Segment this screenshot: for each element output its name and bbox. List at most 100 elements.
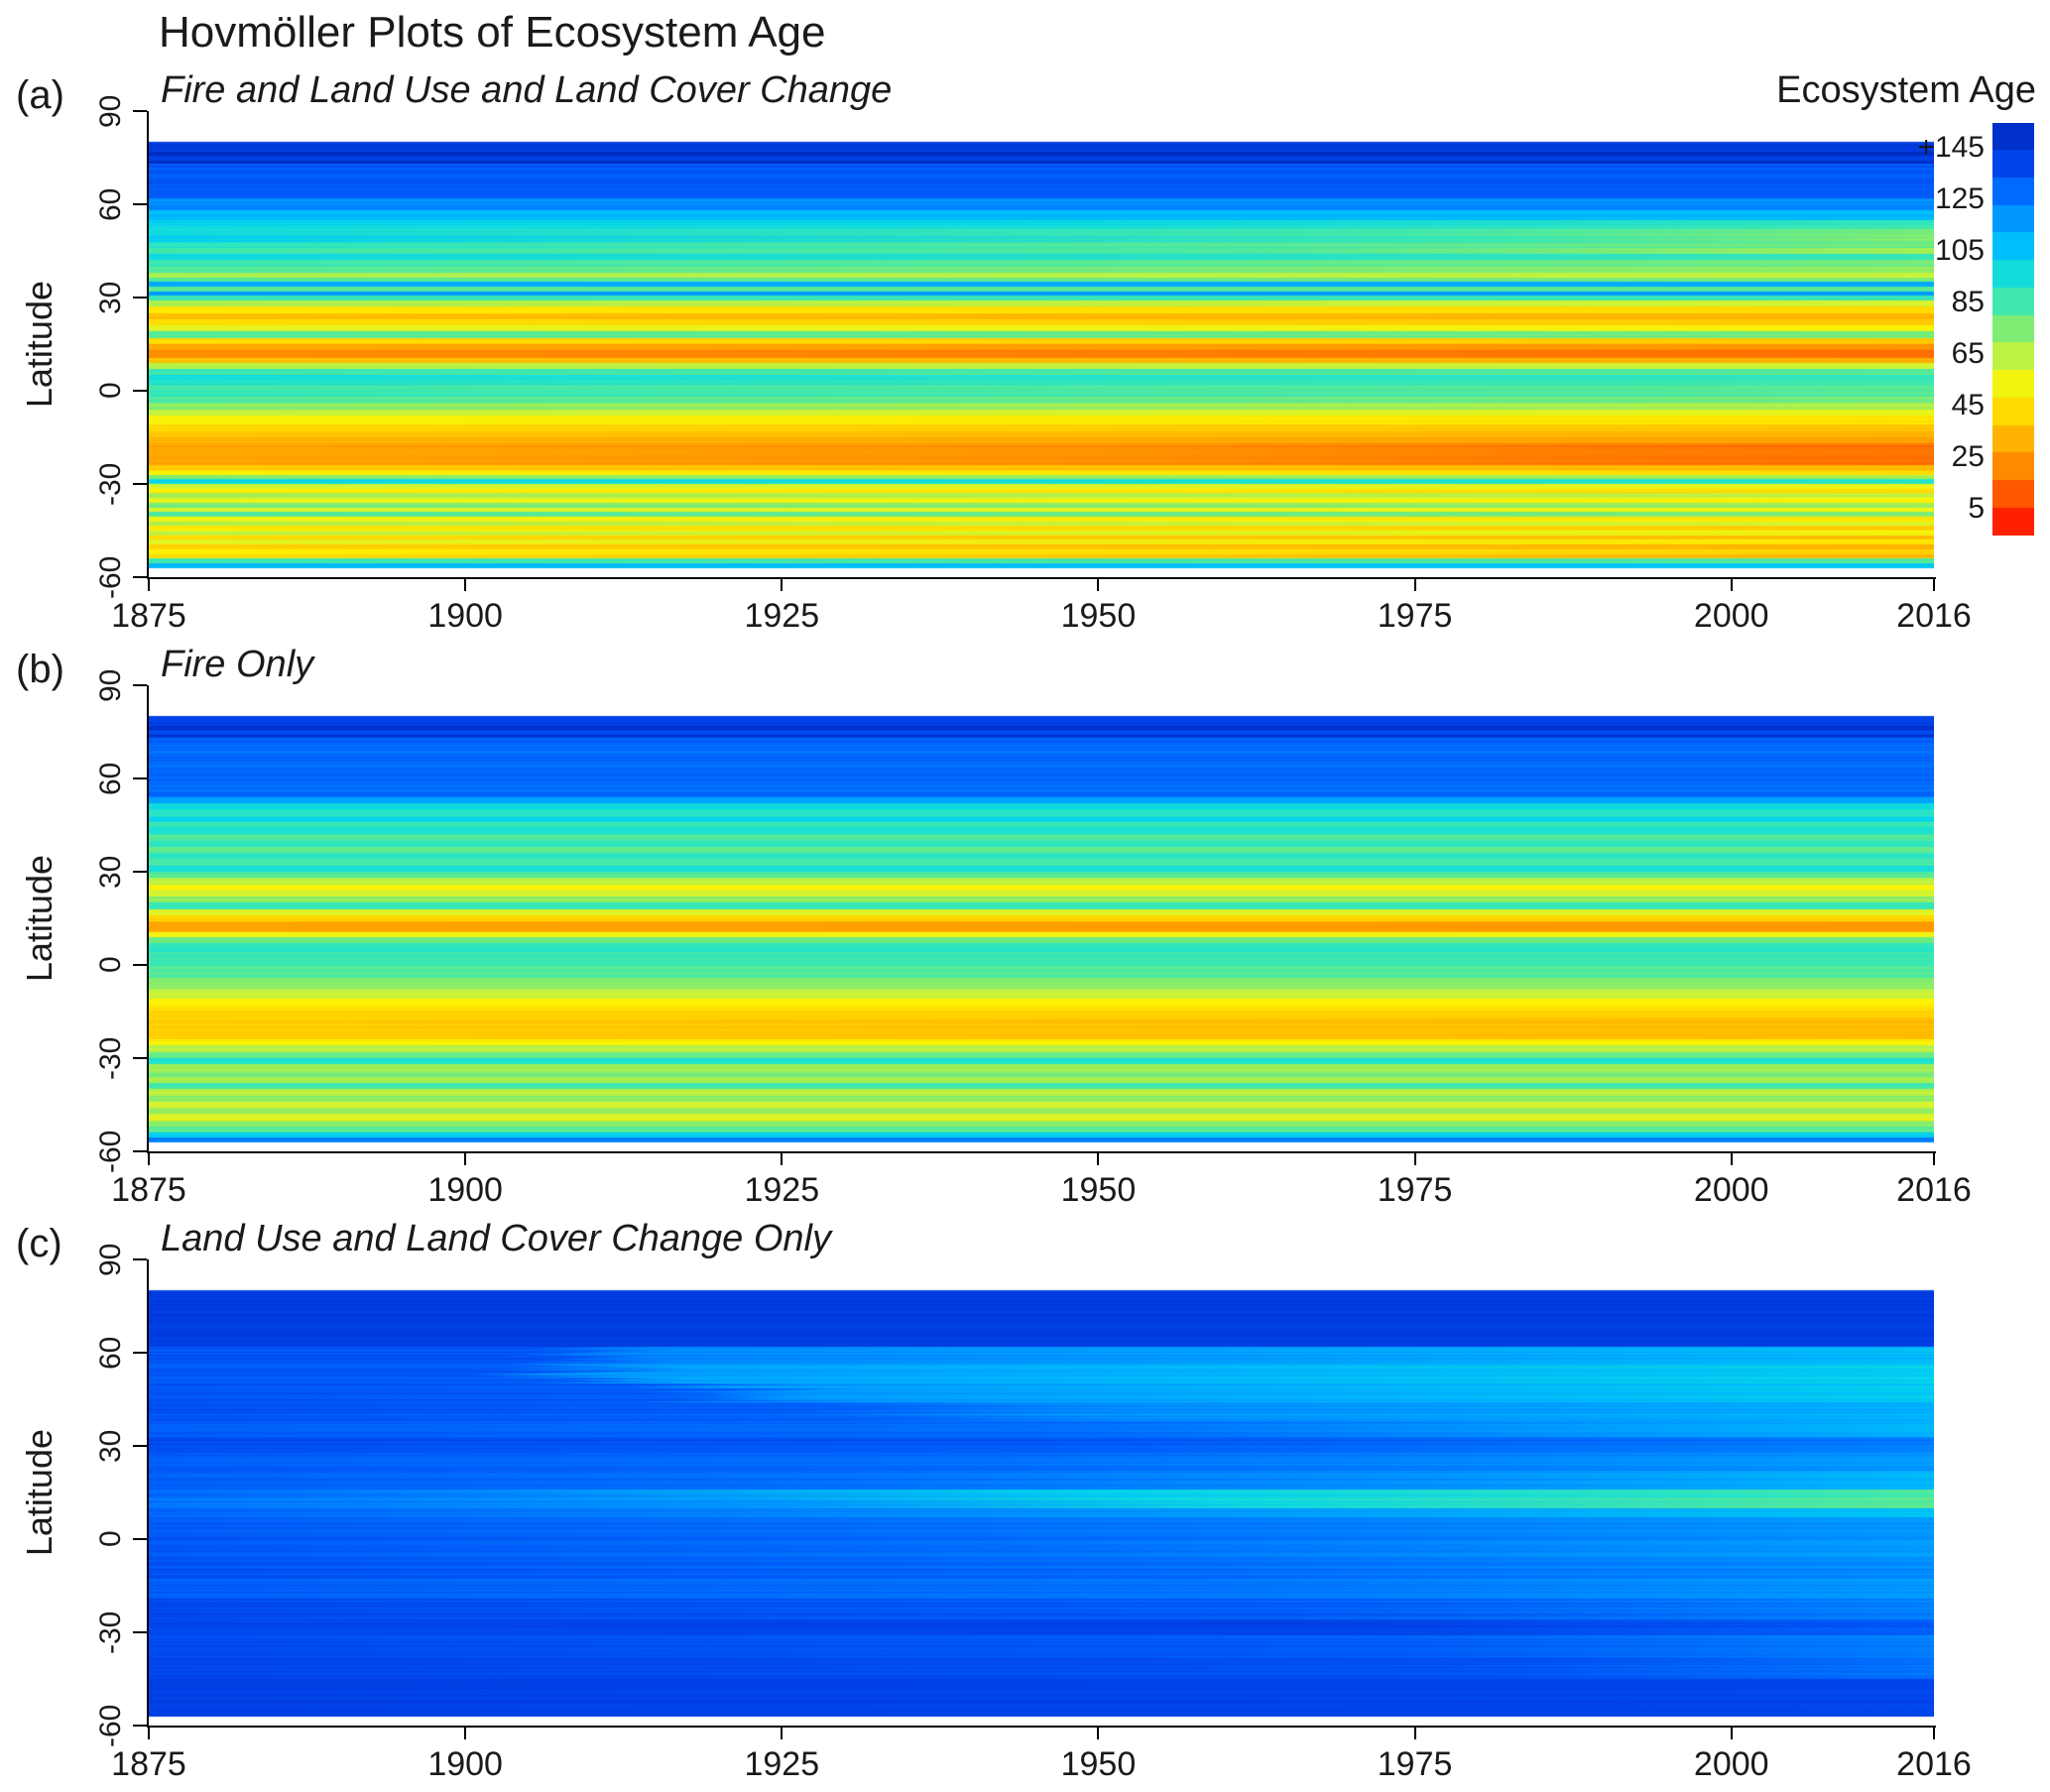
panel-a-title: Fire and Land Use and Land Cover Change	[161, 69, 893, 111]
y-tick-label: 90	[94, 1243, 127, 1276]
colorbar-title: Ecosystem Age	[1776, 69, 2036, 111]
y-tick-mark	[133, 1150, 147, 1152]
y-tick-label: 90	[94, 668, 127, 702]
x-tick-mark	[464, 579, 467, 591]
y-tick-mark	[133, 1258, 147, 1260]
x-tick-mark	[1933, 579, 1935, 591]
panel-b-x-axis-line	[147, 1151, 1936, 1153]
y-tick-label: 30	[94, 1429, 127, 1463]
panel-c: (c) Land Use and Land Cover Change Only …	[0, 1218, 2050, 1792]
y-tick-mark	[133, 1057, 147, 1059]
x-tick-mark	[1730, 1153, 1733, 1165]
colorbar-tick-label: 5	[1968, 492, 1985, 525]
x-tick-mark	[1097, 1153, 1100, 1165]
y-tick-mark	[133, 110, 147, 112]
panel-a: (a) Fire and Land Use and Land Cover Cha…	[0, 69, 2050, 644]
panel-c-label: (c)	[16, 1222, 62, 1265]
x-tick-mark	[148, 1153, 150, 1165]
x-tick-mark	[1730, 579, 1733, 591]
y-tick-label: 0	[94, 956, 127, 974]
x-tick-label: 2016	[1896, 597, 1972, 635]
figure-title: Hovmöller Plots of Ecosystem Age	[159, 8, 826, 57]
panel-c-y-axis-line	[147, 1259, 149, 1728]
x-tick-label: 1900	[427, 1745, 503, 1783]
x-tick-label: 1900	[427, 597, 503, 635]
y-tick-mark	[133, 390, 147, 392]
panel-a-label: (a)	[16, 73, 64, 117]
x-tick-mark	[1097, 1728, 1100, 1739]
x-tick-mark	[781, 1153, 784, 1165]
x-tick-label: 1975	[1377, 1171, 1453, 1209]
y-tick-mark	[133, 1538, 147, 1540]
x-tick-label: 1875	[111, 1171, 186, 1209]
y-tick-mark	[133, 964, 147, 966]
y-axis-label: Latitude	[19, 280, 60, 409]
panel-b-title: Fire Only	[161, 644, 314, 685]
panel-a-heatmap	[149, 111, 1934, 577]
x-tick-label: 1925	[744, 597, 820, 635]
colorbar-tick-label: 45	[1951, 389, 1985, 421]
y-tick-label: 0	[94, 382, 127, 400]
y-tick-label: 30	[94, 281, 127, 314]
x-tick-label: 2016	[1896, 1745, 1972, 1783]
x-tick-label: 1950	[1060, 1745, 1137, 1783]
x-tick-label: 2000	[1693, 1745, 1769, 1783]
panel-b-y-axis-line	[147, 685, 149, 1153]
x-tick-mark	[1933, 1728, 1935, 1739]
y-tick-mark	[133, 1352, 147, 1354]
colorbar-tick-label: 65	[1951, 337, 1985, 370]
x-tick-mark	[1730, 1728, 1733, 1739]
y-tick-mark	[133, 203, 147, 205]
y-tick-label: -30	[94, 1036, 127, 1080]
y-tick-label: -30	[94, 1611, 127, 1654]
y-tick-label: 30	[94, 855, 127, 889]
y-tick-label: -30	[94, 462, 127, 506]
colorbar-tick-label: 25	[1951, 440, 1985, 473]
y-tick-mark	[133, 1725, 147, 1727]
y-axis-label-wrap: Latitude	[18, 1259, 61, 1726]
panel-b-label: (b)	[16, 648, 64, 691]
colorbar-tick-label: +145	[1917, 131, 1985, 164]
panel-b-heatmap	[149, 685, 1934, 1151]
x-tick-label: 1950	[1060, 597, 1137, 635]
y-tick-label: 60	[94, 187, 127, 221]
x-tick-mark	[781, 1728, 784, 1739]
panel-a-y-axis-line	[147, 111, 149, 579]
x-tick-label: 1900	[427, 1171, 503, 1209]
x-tick-mark	[464, 1153, 467, 1165]
y-axis-label-wrap: Latitude	[18, 111, 61, 577]
y-axis-label: Latitude	[19, 854, 60, 983]
y-tick-mark	[133, 1445, 147, 1447]
x-tick-mark	[1413, 1153, 1416, 1165]
y-tick-mark	[133, 1631, 147, 1633]
y-tick-mark	[133, 483, 147, 485]
x-tick-mark	[1413, 1728, 1416, 1739]
x-tick-label: 2000	[1693, 1171, 1769, 1209]
x-tick-label: 1875	[111, 597, 186, 635]
x-tick-mark	[148, 579, 150, 591]
colorbar-legend: Ecosystem Age +145 125 105 85 65 45 25 5	[1776, 69, 2050, 625]
x-tick-label: 2000	[1693, 597, 1769, 635]
y-tick-label: 60	[94, 1336, 127, 1370]
x-tick-label: 2016	[1896, 1171, 1972, 1209]
y-tick-mark	[133, 297, 147, 299]
x-tick-mark	[781, 579, 784, 591]
y-tick-label: 0	[94, 1530, 127, 1548]
y-axis-label-wrap: Latitude	[18, 685, 61, 1151]
x-tick-label: 1975	[1377, 1745, 1453, 1783]
panel-c-title: Land Use and Land Cover Change Only	[161, 1218, 832, 1259]
x-tick-mark	[1933, 1153, 1935, 1165]
x-tick-mark	[148, 1728, 150, 1739]
colorbar-tick-label: 85	[1951, 286, 1985, 318]
colorbar-tick-label: 105	[1934, 234, 1985, 267]
panel-a-x-axis-line	[147, 577, 1936, 579]
colorbar-tick-label: 125	[1934, 182, 1985, 215]
x-tick-mark	[1413, 579, 1416, 591]
y-tick-mark	[133, 871, 147, 873]
colorbar	[1992, 123, 2034, 536]
panel-c-heatmap	[149, 1259, 1934, 1726]
y-tick-mark	[133, 777, 147, 779]
x-tick-mark	[1097, 579, 1100, 591]
x-tick-label: 1925	[744, 1745, 820, 1783]
